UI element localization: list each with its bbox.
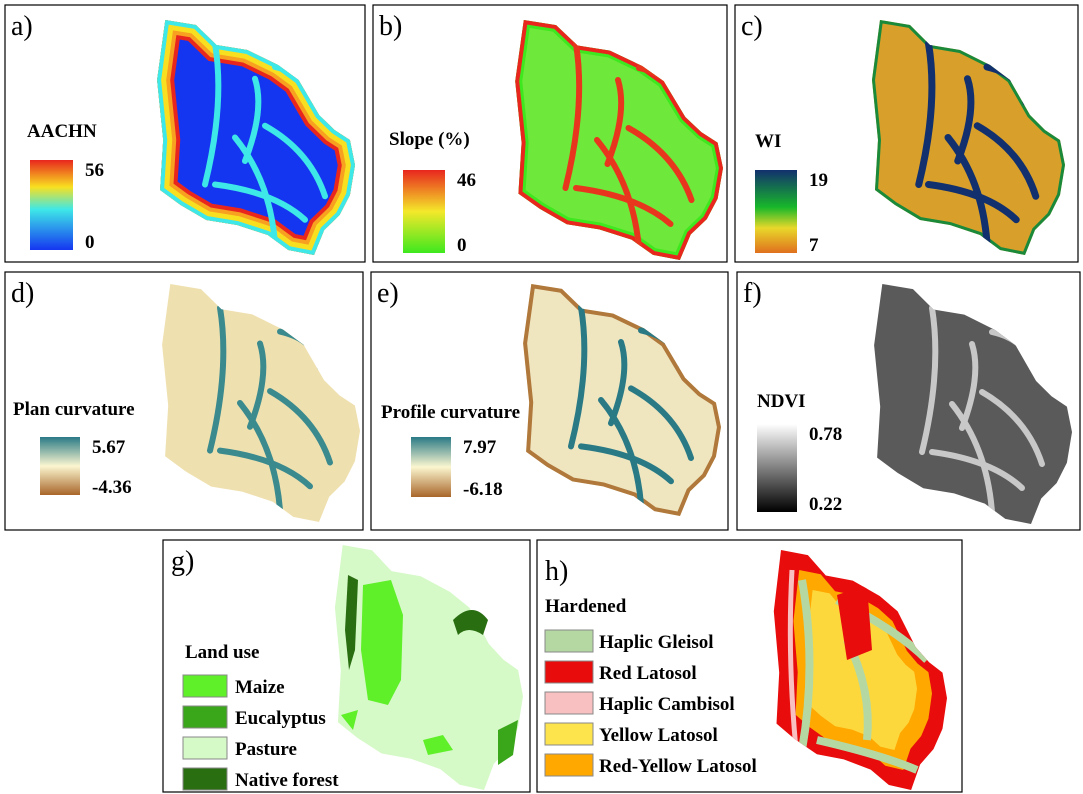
legend-entry: Pasture	[235, 739, 297, 760]
legend-max: 7.97	[463, 437, 497, 458]
panel-label: f)	[743, 278, 762, 309]
legend-swatch	[183, 737, 227, 759]
legend-max: 56	[85, 160, 104, 181]
map-shape	[874, 284, 1072, 524]
legend-entry: Haplic Cambisol	[599, 694, 735, 715]
map-panel: e) Profile curvature 7.97 -6.18	[371, 272, 728, 530]
legend-title: Plan curvature	[13, 399, 135, 420]
map-maize	[361, 580, 403, 705]
land-use-panel: g) Land use Maize Eucalyptus Pasture Native f…	[163, 540, 530, 792]
legend-entry: Red Latosol	[599, 663, 697, 684]
legend-swatch	[545, 630, 593, 652]
legend-title: AACHN	[27, 121, 97, 142]
legend-title: Hardened	[545, 596, 627, 617]
legend-swatch	[183, 675, 227, 697]
legend-min: 0	[457, 235, 467, 256]
legend-min: 7	[809, 235, 819, 256]
legend-max: 46	[457, 170, 476, 191]
legend-entry: Red-Yellow Latosol	[599, 756, 757, 777]
legend-ramp	[403, 170, 445, 253]
panel-label: e)	[377, 278, 399, 309]
legend-max: 5.67	[92, 437, 126, 458]
map-panel: a) AACHN 56 0	[5, 5, 365, 262]
legend-ramp	[411, 437, 451, 497]
figure: a) AACHN 56 0 b) Slope (%) 46 0 c) WI 19 7 d) Plan cu…	[0, 0, 1083, 794]
map-shape	[162, 284, 360, 522]
legend-entry: Eucalyptus	[235, 708, 326, 729]
legend-swatch	[545, 723, 593, 745]
legend-min: -4.36	[92, 477, 132, 498]
soil-panel: h) Hardened Haplic Gleisol Red Latosol Hapli…	[537, 540, 962, 792]
legend-ramp	[30, 160, 73, 250]
legend-title: Slope (%)	[389, 129, 470, 150]
legend-title: Profile curvature	[381, 402, 520, 423]
legend-min: 0	[85, 232, 95, 253]
legend-swatch	[183, 768, 227, 790]
legend-ramp	[40, 437, 80, 495]
legend-title: Land use	[185, 642, 259, 663]
map-panel: c) WI 19 7	[735, 5, 1078, 262]
map-panel: d) Plan curvature 5.67 -4.36	[5, 272, 363, 530]
legend-title: WI	[755, 131, 781, 152]
panel-label: g)	[171, 546, 194, 577]
legend-entry: Yellow Latosol	[599, 725, 718, 746]
legend-min: -6.18	[463, 479, 503, 500]
legend-entry: Maize	[235, 677, 285, 698]
legend-max: 0.78	[809, 424, 842, 445]
legend-swatch	[545, 754, 593, 776]
panel-label: a)	[11, 11, 33, 42]
legend-swatch	[545, 661, 593, 683]
legend-max: 19	[809, 170, 828, 191]
legend-ramp	[755, 170, 797, 253]
legend-title: NDVI	[757, 391, 806, 412]
legend-entry: Native forest	[235, 770, 339, 791]
map-panel: b) Slope (%) 46 0	[373, 5, 727, 262]
panel-label: b)	[379, 11, 402, 42]
panel-label: d)	[11, 278, 34, 309]
panel-label: h)	[545, 556, 568, 587]
legend-entry: Haplic Gleisol	[599, 632, 714, 653]
legend-swatch	[545, 692, 593, 714]
legend-swatch	[183, 706, 227, 728]
legend-ramp	[757, 424, 797, 512]
legend-min: 0.22	[809, 494, 842, 515]
panel-label: c)	[741, 11, 763, 42]
